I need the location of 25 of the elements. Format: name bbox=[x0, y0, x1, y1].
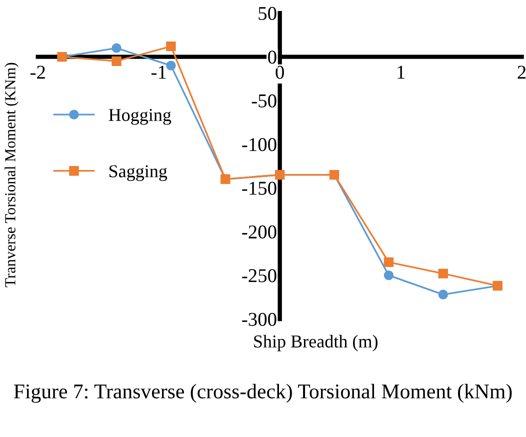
point bbox=[384, 270, 394, 280]
y-tick-label: -150 bbox=[242, 182, 276, 195]
y-tick-label: -50 bbox=[252, 94, 276, 108]
x-axis-title: Ship Breadth (m) bbox=[254, 334, 378, 352]
point bbox=[384, 257, 394, 268]
point bbox=[438, 290, 448, 300]
point bbox=[112, 43, 122, 53]
legend-label: Hogging bbox=[108, 108, 172, 125]
legend-label: Sagging bbox=[109, 165, 168, 182]
y-tick-label: -200 bbox=[242, 225, 276, 239]
point bbox=[112, 56, 122, 66]
x-tick-label: 1 bbox=[398, 66, 405, 79]
x-tick-label: -1 bbox=[151, 66, 166, 79]
point bbox=[166, 41, 176, 52]
caption: Figure 7: Transverse (cross-deck) Torsional Moment (kNm) bbox=[14, 384, 512, 403]
y-tick-label: 50 bbox=[258, 6, 276, 20]
y-tick-label: -100 bbox=[242, 138, 276, 152]
y-tick-label: -300 bbox=[242, 312, 276, 326]
y-axis-title: Tranverse Torsional Moment (KNm) bbox=[4, 62, 18, 288]
y-tick-label: -250 bbox=[242, 269, 276, 282]
x-tick-label: 2 bbox=[518, 66, 526, 79]
x-tick-label: -2 bbox=[30, 66, 45, 79]
y-tick-label: 0 bbox=[268, 50, 276, 64]
point bbox=[166, 60, 176, 70]
point bbox=[438, 268, 448, 278]
